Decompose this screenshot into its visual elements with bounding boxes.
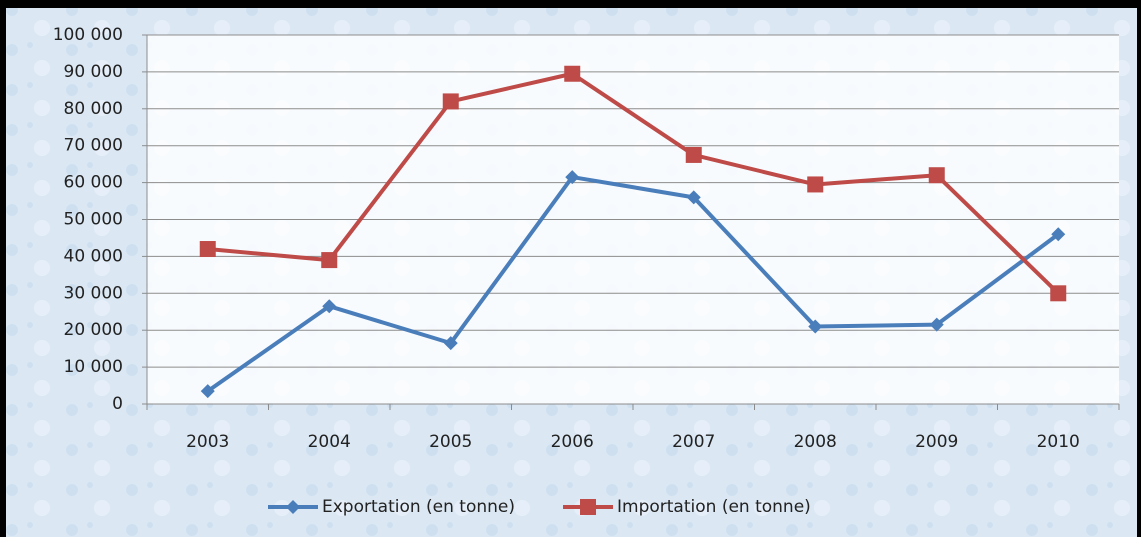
marker — [564, 65, 581, 82]
y-tick-label: 90 000 — [64, 62, 123, 82]
series-line — [207, 71, 1060, 295]
frame-right — [1137, 0, 1141, 537]
x-tick-label: 2007 — [672, 432, 715, 452]
frame-top — [0, 0, 1141, 8]
marker — [685, 146, 702, 163]
x-tick-label: 2009 — [915, 432, 958, 452]
marker — [322, 299, 337, 314]
marker — [443, 336, 458, 351]
frame-left — [0, 0, 6, 537]
marker — [1051, 227, 1066, 242]
x-tick-label: 2010 — [1037, 432, 1080, 452]
y-tick-label: 80 000 — [64, 99, 123, 119]
marker — [686, 190, 701, 205]
legend-marker — [580, 499, 597, 515]
y-tick-label: 0 — [112, 394, 123, 414]
y-tick-label: 100 000 — [53, 25, 123, 45]
marker — [808, 319, 823, 334]
series-line — [206, 175, 1060, 393]
marker — [442, 93, 459, 110]
y-tick-label: 40 000 — [64, 246, 123, 266]
x-tick-label: 2008 — [794, 432, 837, 452]
marker — [199, 241, 216, 258]
y-tick-label: 20 000 — [64, 320, 123, 340]
x-tick-label: 2004 — [308, 432, 351, 452]
y-tick-label: 60 000 — [64, 173, 123, 193]
marker — [200, 384, 215, 399]
y-tick-label: 70 000 — [64, 136, 123, 156]
y-tick-label: 30 000 — [64, 283, 123, 303]
legend-label: Importation (en tonne) — [617, 497, 811, 517]
y-tick-label: 50 000 — [64, 210, 123, 230]
x-tick-label: 2006 — [551, 432, 594, 452]
marker — [565, 170, 580, 185]
x-tick-label: 2003 — [186, 432, 229, 452]
marker — [929, 317, 944, 332]
legend-label: Exportation (en tonne) — [322, 497, 515, 517]
marker — [807, 176, 824, 193]
y-tick-label: 10 000 — [64, 357, 123, 377]
legend-marker — [286, 500, 300, 514]
marker — [1050, 285, 1067, 302]
x-tick-label: 2005 — [429, 432, 472, 452]
marker — [928, 167, 945, 184]
marker — [321, 252, 338, 269]
